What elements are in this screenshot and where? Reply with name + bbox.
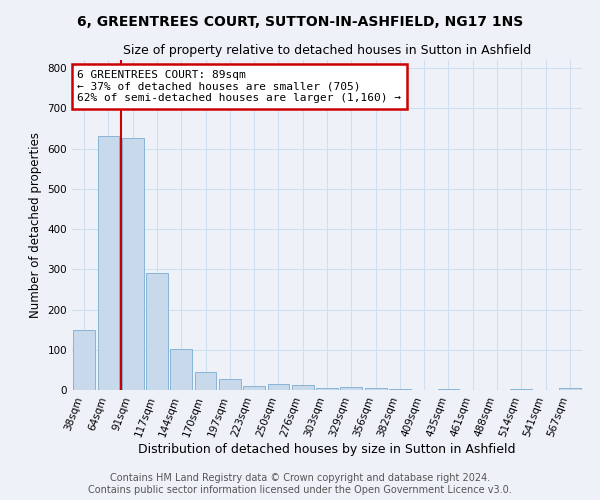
Bar	[389, 389, 411, 390]
Bar	[146, 274, 168, 390]
Bar	[73, 330, 95, 390]
Bar	[340, 387, 362, 390]
Bar	[194, 372, 217, 390]
Bar	[122, 138, 143, 390]
Title: Size of property relative to detached houses in Sutton in Ashfield: Size of property relative to detached ho…	[123, 44, 531, 58]
Bar	[268, 384, 289, 390]
Bar	[511, 389, 532, 390]
Bar	[219, 378, 241, 390]
Bar	[170, 348, 192, 390]
Y-axis label: Number of detached properties: Number of detached properties	[29, 132, 42, 318]
X-axis label: Distribution of detached houses by size in Sutton in Ashfield: Distribution of detached houses by size …	[138, 444, 516, 456]
Bar	[437, 389, 460, 390]
Text: 6 GREENTREES COURT: 89sqm
← 37% of detached houses are smaller (705)
62% of semi: 6 GREENTREES COURT: 89sqm ← 37% of detac…	[77, 70, 401, 103]
Text: 6, GREENTREES COURT, SUTTON-IN-ASHFIELD, NG17 1NS: 6, GREENTREES COURT, SUTTON-IN-ASHFIELD,…	[77, 15, 523, 29]
Bar	[559, 388, 581, 390]
Bar	[243, 386, 265, 390]
Bar	[316, 388, 338, 390]
Bar	[292, 385, 314, 390]
Bar	[97, 136, 119, 390]
Bar	[365, 388, 386, 390]
Text: Contains HM Land Registry data © Crown copyright and database right 2024.
Contai: Contains HM Land Registry data © Crown c…	[88, 474, 512, 495]
